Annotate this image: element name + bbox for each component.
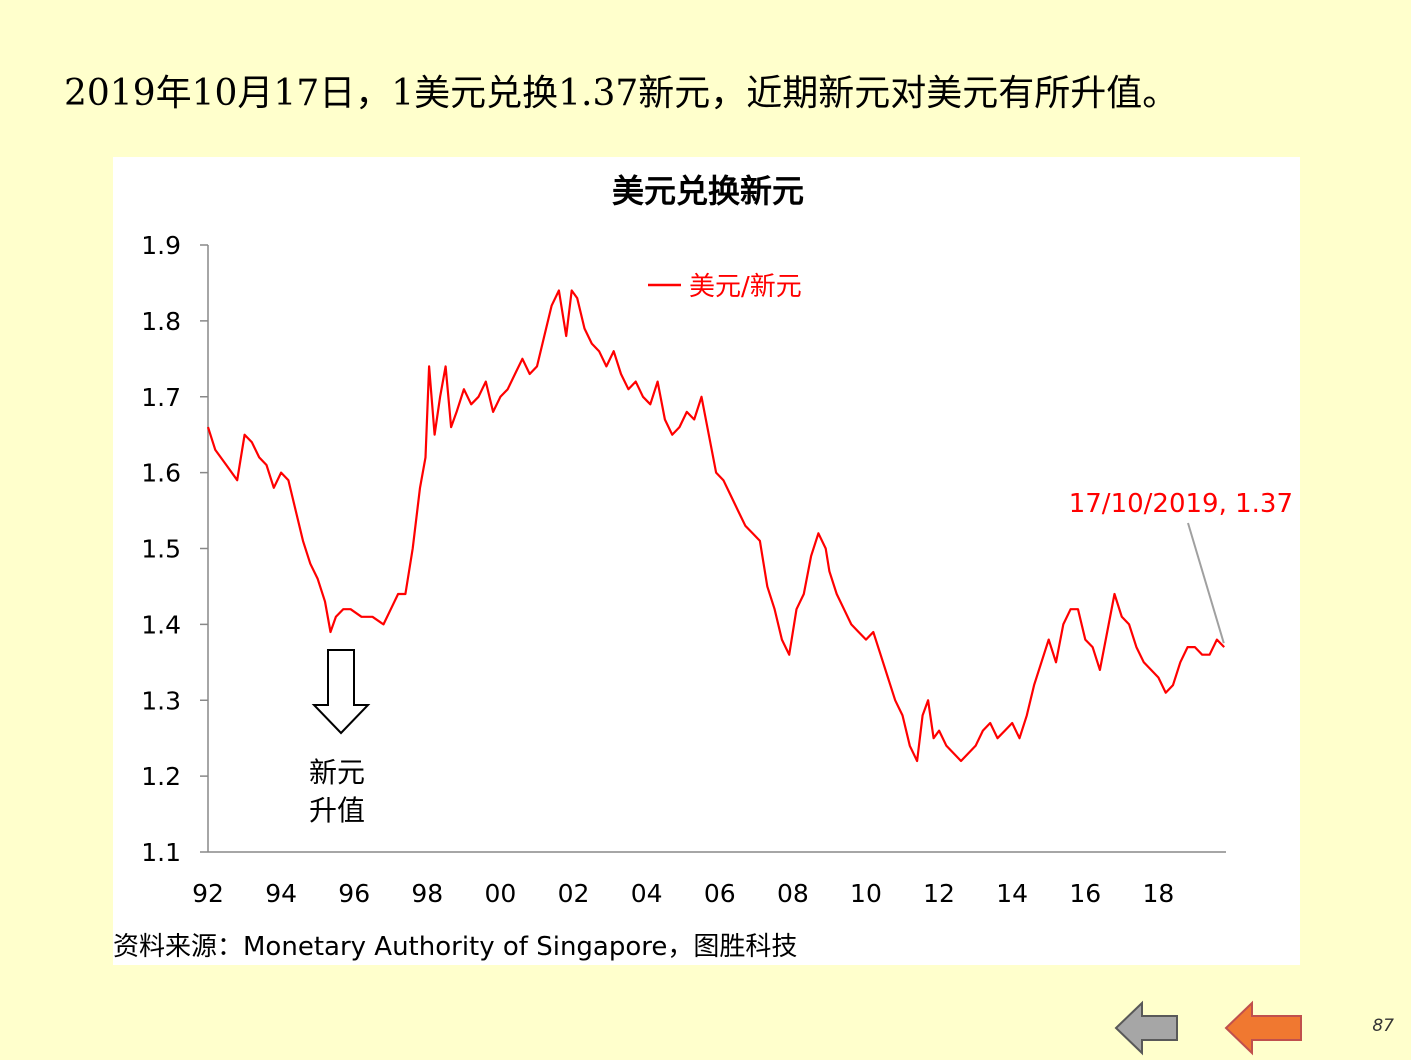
y-tick-label: 1.6 <box>141 459 181 488</box>
source-note: 资料来源：Monetary Authority of Singapore，图胜科… <box>113 932 798 962</box>
x-tick-label: 00 <box>485 879 517 908</box>
legend-label: 美元/新元 <box>689 272 802 302</box>
chart-panel: 美元兑换新元 1.9 1.8 1.7 1.6 1.5 1.4 1.3 1.2 1.1 92 94 9… <box>113 157 1300 965</box>
y-tick-label: 1.5 <box>141 535 181 564</box>
annotation-leader-line <box>1187 522 1225 644</box>
chart-title: 美元兑换新元 <box>612 172 804 210</box>
series-layer <box>206 289 1225 763</box>
y-tick-label: 1.8 <box>141 307 181 336</box>
x-tick-label: 06 <box>704 879 736 908</box>
back-button[interactable] <box>1114 1000 1180 1060</box>
page-number: 87 <box>1372 1016 1394 1036</box>
x-tick-label: 16 <box>1069 879 1101 908</box>
headline: 2019年10月17日，1美元兑换1.37新元，近期新元对美元有所升值。 <box>64 73 1179 114</box>
sgd-appreciation-label: 升值 <box>309 794 365 827</box>
sgd-appreciation-label: 新元 <box>309 756 365 789</box>
x-axis: 92 94 96 98 00 02 04 06 08 10 12 14 16 18 <box>192 851 1226 908</box>
left-arrow-orange-icon <box>1224 1000 1302 1056</box>
x-tick-label: 10 <box>850 879 882 908</box>
previous-button[interactable] <box>1224 1000 1304 1060</box>
x-tick-label: 12 <box>923 879 955 908</box>
x-tick-label: 08 <box>777 879 809 908</box>
x-tick-label: 04 <box>631 879 663 908</box>
latest-value-annotation: 17/10/2019, 1.37 <box>1069 489 1293 519</box>
exchange-rate-chart: 美元兑换新元 1.91.81.71.61.51.41.31.21.1 92 94 9… <box>141 172 1293 908</box>
down-arrow-icon <box>311 649 371 735</box>
x-tick-label: 14 <box>996 879 1028 908</box>
x-tick-label: 18 <box>1142 879 1174 908</box>
y-tick-label: 1.2 <box>141 762 181 791</box>
y-tick-label: 1.9 <box>141 231 181 260</box>
y-tick-label: 1.4 <box>141 610 181 639</box>
x-tick-label: 96 <box>338 879 370 908</box>
y-tick-label: 1.7 <box>141 383 181 412</box>
left-arrow-gray-icon <box>1114 1000 1178 1056</box>
y-tick-label: 1.3 <box>141 686 181 715</box>
y-axis: 1.9 1.8 1.7 1.6 1.5 1.4 1.3 1.2 1.1 <box>141 231 209 867</box>
x-tick-label: 98 <box>411 879 443 908</box>
legend: 美元/新元 <box>648 272 802 302</box>
x-tick-label: 94 <box>265 879 297 908</box>
y-tick-label: 1.1 <box>141 838 181 867</box>
series-line-usd-sgd <box>206 289 1225 763</box>
x-tick-label: 92 <box>192 879 224 908</box>
x-tick-label: 02 <box>558 879 590 908</box>
